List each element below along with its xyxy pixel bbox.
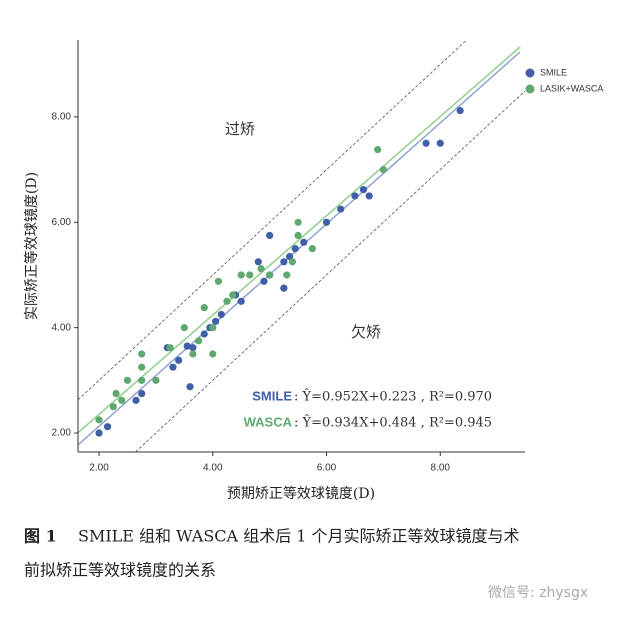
point — [322, 218, 331, 226]
point — [112, 389, 120, 398]
legend-label: SMILE — [540, 67, 567, 77]
point — [209, 324, 217, 332]
point — [254, 258, 262, 266]
point — [138, 350, 146, 358]
point — [246, 271, 254, 279]
point — [200, 304, 208, 312]
point — [422, 139, 430, 147]
point — [285, 252, 294, 261]
point — [260, 277, 268, 285]
point — [132, 396, 140, 404]
point — [229, 291, 237, 299]
point — [456, 106, 464, 115]
equation-label: SMILE — [252, 388, 292, 403]
point — [294, 218, 302, 226]
point — [212, 317, 220, 325]
legend-label: LASIK+WASCA — [540, 83, 603, 93]
point — [209, 350, 217, 358]
point — [109, 403, 117, 411]
x-axis-label: 预期矫正等效球镜度(D) — [227, 485, 375, 502]
point — [194, 337, 203, 345]
point — [280, 284, 288, 292]
point — [283, 271, 291, 279]
point — [351, 192, 359, 200]
x-tick-label: 4.00 — [203, 463, 223, 474]
point — [379, 166, 387, 174]
point — [223, 297, 231, 305]
point — [237, 297, 245, 305]
wasca-regression-line — [77, 46, 521, 434]
point — [183, 342, 191, 350]
point — [308, 245, 316, 253]
annotation: 欠矫 — [351, 323, 381, 341]
equation-label: WASCA — [244, 414, 293, 429]
point — [200, 330, 208, 338]
point — [166, 344, 174, 352]
point — [138, 376, 146, 384]
point — [266, 271, 274, 279]
watermark: 微信号: zhysgx — [488, 585, 588, 601]
equation: : Ŷ=0.952X+0.223 , R²=0.970 — [294, 389, 492, 405]
point — [237, 271, 245, 279]
point — [374, 145, 382, 154]
caption: SMILE 组和 WASCA 组术后 1 个月实际矫正等效球镜度与术 — [78, 527, 520, 546]
lower-bound-line — [135, 90, 526, 453]
legend-marker — [525, 68, 535, 78]
x-tick-label: 2.00 — [89, 463, 109, 474]
caption-label: 图 1 — [24, 527, 57, 546]
x-tick-label: 8.00 — [431, 463, 451, 474]
point — [280, 258, 288, 266]
point — [103, 423, 112, 431]
y-tick-label: 2.00 — [52, 428, 72, 439]
point — [138, 363, 146, 371]
point — [95, 416, 103, 424]
point — [291, 245, 299, 253]
upper-bound-line — [77, 39, 467, 401]
y-tick-label: 4.00 — [52, 322, 72, 333]
point — [189, 350, 197, 358]
smile-regression-line — [77, 51, 521, 446]
point — [337, 205, 345, 213]
y-tick-label: 6.00 — [52, 217, 72, 228]
point — [294, 231, 302, 240]
equation: : Ŷ=0.934X+0.484 , R²=0.945 — [294, 415, 492, 431]
point — [214, 277, 223, 285]
point — [300, 238, 308, 246]
point — [186, 383, 194, 391]
legend-marker — [525, 84, 535, 94]
point — [365, 192, 373, 200]
point — [359, 186, 368, 194]
point — [152, 376, 160, 384]
point — [175, 356, 183, 364]
point — [217, 310, 225, 319]
point — [288, 258, 297, 266]
point — [118, 396, 126, 404]
point — [123, 376, 132, 384]
point — [169, 363, 177, 371]
point — [138, 389, 146, 398]
point — [266, 231, 274, 240]
caption: 前拟矫正等效球镜度的关系 — [24, 561, 216, 580]
point — [95, 429, 103, 437]
x-tick-label: 6.00 — [317, 463, 337, 474]
point — [436, 139, 444, 147]
point — [180, 324, 188, 332]
annotation: 过矫 — [225, 120, 255, 138]
point — [257, 265, 265, 273]
y-axis-label: 实际矫正等效球镜度(D) — [23, 172, 40, 320]
y-tick-label: 8.00 — [52, 112, 72, 123]
point — [189, 344, 197, 352]
